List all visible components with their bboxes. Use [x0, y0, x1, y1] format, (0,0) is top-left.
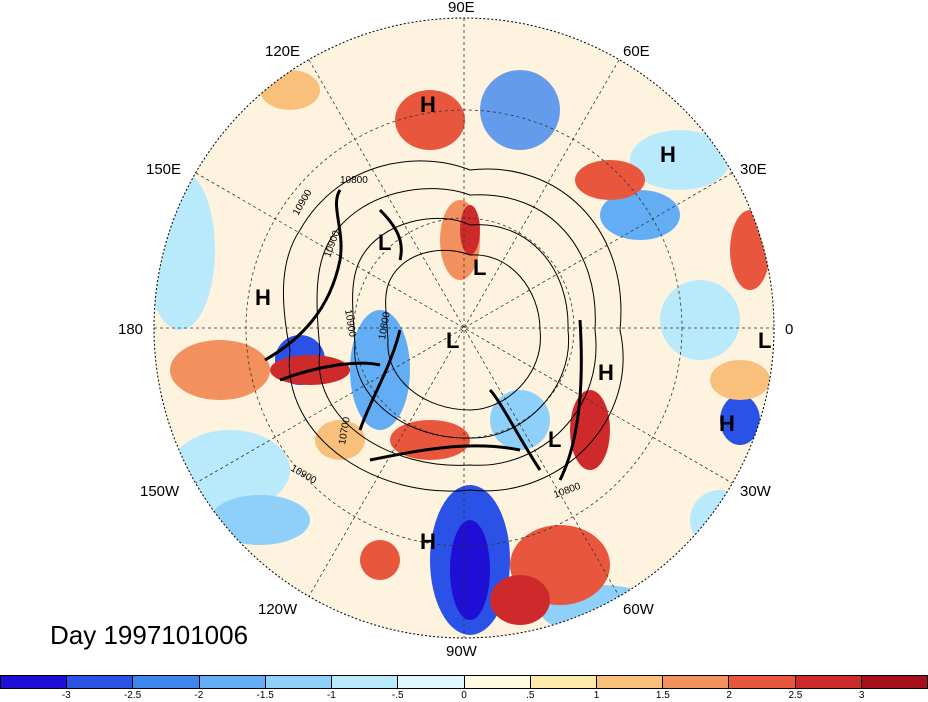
polar-stereographic-map: 10800 10900 10900 10800 10900 10700 1090…	[118, 0, 793, 660]
high-pressure-label: H	[255, 285, 271, 310]
date-label: Day 1997101006	[50, 620, 249, 650]
colorbar-ticks: -3 -2.5 -2 -1.5 -1 -.5 0 .5 1 1.5 2 2.5 3	[0, 690, 928, 702]
contour-label: 10800	[340, 175, 368, 186]
colorbar-tick-label: -3	[61, 690, 71, 701]
colorbar-tick-label: -2	[194, 690, 204, 701]
colorbar-tick-label: 3	[858, 690, 865, 701]
colorbar-tick-label: -1.5	[256, 690, 274, 701]
high-pressure-label: H	[660, 142, 676, 167]
longitude-label: 60E	[623, 43, 650, 60]
longitude-label: 90W	[446, 643, 478, 660]
longitude-label: 150W	[140, 483, 180, 500]
colorbar	[0, 675, 928, 689]
longitude-label: 60W	[623, 601, 655, 618]
longitude-label: 0	[785, 321, 793, 338]
colorbar-tick-label: .5	[526, 690, 535, 701]
colorbar-segment	[729, 676, 796, 688]
colorbar-tick-label: 0	[461, 690, 467, 701]
low-pressure-label: L	[446, 328, 459, 353]
high-pressure-label: H	[598, 360, 614, 385]
colorbar-tick-label: 2.5	[788, 690, 803, 701]
jet-streams	[264, 189, 583, 481]
longitude-label: 90E	[448, 0, 475, 16]
colorbar-tick-label: 2	[726, 690, 732, 701]
colorbar-tick-label: -2.5	[123, 690, 142, 701]
colorbar-segment	[1, 676, 68, 688]
low-pressure-label: L	[758, 328, 771, 353]
colorbar-segment	[795, 676, 862, 688]
colorbar-tick-label: 1	[593, 690, 600, 701]
height-contours	[282, 160, 624, 492]
graticule	[154, 18, 774, 638]
contour-label: 10800	[377, 311, 393, 341]
colorbar-segment	[861, 676, 928, 688]
high-pressure-label: H	[420, 529, 436, 554]
colorbar-segment	[398, 676, 465, 688]
low-pressure-label: L	[473, 255, 486, 280]
colorbar-segment	[67, 676, 134, 688]
low-pressure-label: L	[378, 230, 391, 255]
colorbar-segment	[596, 676, 664, 688]
longitude-label: 30W	[740, 483, 772, 500]
colorbar-tick-label: -.5	[391, 690, 404, 701]
colorbar-segment	[530, 676, 597, 688]
contour-label: 10700	[337, 416, 353, 446]
longitude-label: 120E	[265, 43, 300, 60]
colorbar-tick-label: -1	[326, 690, 336, 701]
colorbar-segment	[663, 676, 730, 688]
colorbar-tick-label: 1.5	[655, 690, 670, 701]
high-pressure-label: H	[719, 411, 735, 436]
contour-label: 10900	[342, 309, 358, 339]
longitude-label: 180	[118, 321, 143, 338]
colorbar-segment	[464, 676, 531, 688]
longitude-label: 120W	[258, 601, 298, 618]
colorbar-segment	[199, 676, 266, 688]
colorbar-segment	[133, 676, 200, 688]
longitude-label: 30E	[740, 161, 767, 178]
longitude-label: 150E	[146, 161, 181, 178]
colorbar-segment	[332, 676, 399, 688]
high-pressure-label: H	[420, 92, 436, 117]
colorbar-segment	[265, 676, 333, 688]
map-boundary	[153, 17, 775, 639]
low-pressure-label: L	[548, 427, 561, 452]
